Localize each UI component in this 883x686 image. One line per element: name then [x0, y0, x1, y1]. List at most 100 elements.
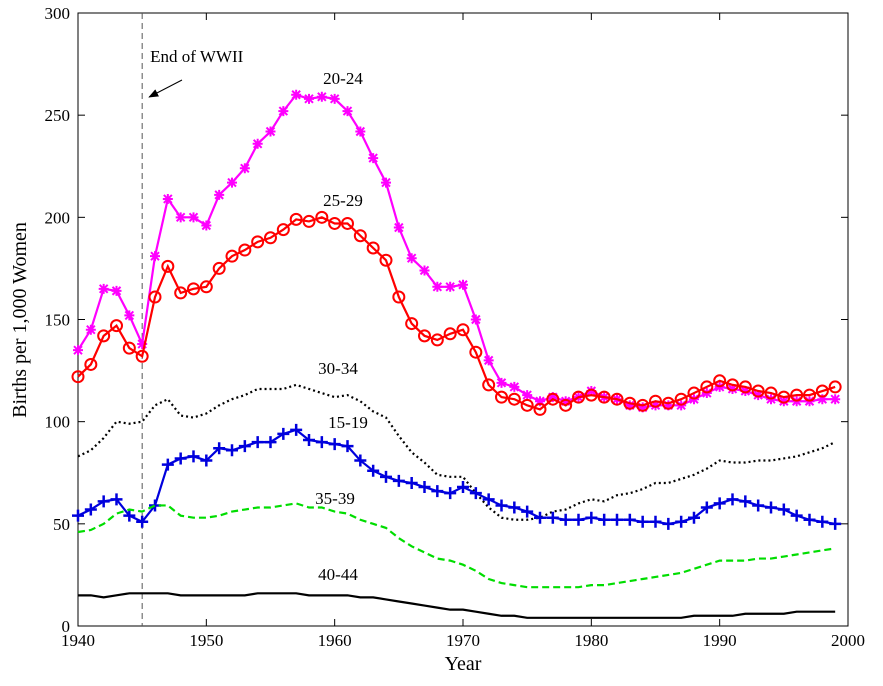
data-point	[738, 380, 752, 394]
marker-shape	[303, 434, 315, 447]
data-point	[815, 384, 829, 398]
data-point	[239, 163, 250, 174]
marker-shape	[675, 515, 688, 528]
marker-shape	[239, 163, 250, 174]
data-point	[637, 402, 648, 413]
data-point	[482, 493, 495, 506]
data-point	[674, 392, 688, 406]
marker-shape	[393, 222, 404, 233]
series-line	[77, 502, 836, 589]
data-point	[199, 280, 213, 294]
marker-shape	[432, 281, 443, 292]
data-point	[174, 286, 188, 300]
data-point	[303, 434, 315, 447]
marker-shape	[559, 398, 573, 412]
marker-shape	[738, 380, 752, 394]
data-point	[161, 259, 175, 273]
data-point	[726, 493, 739, 506]
marker-shape	[368, 153, 379, 164]
data-point	[739, 495, 752, 508]
y-axis-label: Births per 1,000 Women	[9, 222, 31, 418]
data-point	[264, 231, 277, 245]
marker-shape	[663, 400, 674, 411]
data-point	[174, 452, 187, 465]
data-point	[650, 400, 661, 411]
data-point	[97, 329, 111, 343]
x-tick-label: 1980	[574, 631, 608, 650]
data-point	[623, 513, 636, 526]
data-point	[495, 390, 508, 404]
marker-shape	[328, 216, 342, 230]
marker-shape	[161, 259, 175, 273]
marker-shape	[470, 314, 481, 325]
data-point	[148, 290, 162, 304]
marker-shape	[366, 241, 380, 255]
marker-shape	[328, 438, 341, 451]
data-point	[110, 493, 123, 506]
data-point	[84, 503, 97, 516]
annotation-arrow	[148, 79, 183, 98]
marker-shape	[110, 319, 123, 333]
data-point	[85, 324, 96, 335]
data-point	[214, 189, 225, 200]
marker-shape	[751, 384, 765, 398]
x-tick-label: 2000	[831, 631, 865, 650]
data-point	[507, 392, 521, 406]
marker-shape	[803, 388, 816, 402]
data-point	[213, 442, 226, 455]
marker-shape	[199, 280, 213, 294]
marker-shape	[713, 497, 726, 510]
marker-shape	[662, 517, 675, 530]
data-point	[636, 515, 649, 528]
series-label: 40-44	[318, 565, 358, 584]
marker-shape	[227, 177, 237, 188]
data-point	[456, 323, 470, 337]
marker-shape	[764, 386, 778, 400]
marker-shape	[559, 513, 572, 526]
marker-shape	[829, 517, 842, 530]
marker-shape	[405, 317, 419, 331]
data-point	[495, 499, 508, 512]
data-point	[586, 386, 597, 397]
marker-shape	[547, 392, 558, 403]
marker-shape	[71, 370, 85, 384]
marker-shape	[187, 282, 200, 296]
marker-shape	[817, 394, 828, 405]
data-point	[341, 216, 354, 230]
marker-shape	[85, 324, 96, 335]
marker-shape	[495, 499, 508, 512]
series-label: 20-24	[323, 69, 363, 88]
series-line	[77, 383, 836, 521]
data-point	[238, 440, 251, 453]
marker-shape	[214, 189, 225, 200]
marker-shape	[572, 513, 585, 526]
data-point	[469, 487, 482, 500]
marker-shape	[251, 235, 265, 249]
annotation-text: End of WWII	[150, 47, 243, 66]
marker-shape	[507, 392, 521, 406]
data-point	[584, 388, 598, 402]
data-point	[777, 503, 790, 516]
marker-shape	[84, 357, 98, 371]
marker-shape	[752, 499, 765, 512]
data-point	[533, 402, 547, 416]
marker-shape	[98, 283, 109, 294]
marker-shape	[354, 454, 367, 467]
marker-shape	[508, 501, 521, 514]
data-point	[328, 438, 341, 451]
data-point	[393, 222, 404, 233]
data-point	[534, 511, 546, 524]
marker-shape	[598, 513, 611, 526]
marker-shape	[584, 388, 598, 402]
marker-shape	[624, 400, 635, 411]
marker-shape	[238, 243, 252, 257]
data-point	[830, 394, 841, 405]
data-point	[572, 390, 585, 404]
y-tick-label: 150	[45, 311, 71, 330]
data-point	[597, 390, 611, 404]
data-point	[354, 454, 367, 467]
marker-shape	[509, 381, 520, 392]
marker-shape	[803, 513, 816, 526]
data-point	[624, 400, 635, 411]
